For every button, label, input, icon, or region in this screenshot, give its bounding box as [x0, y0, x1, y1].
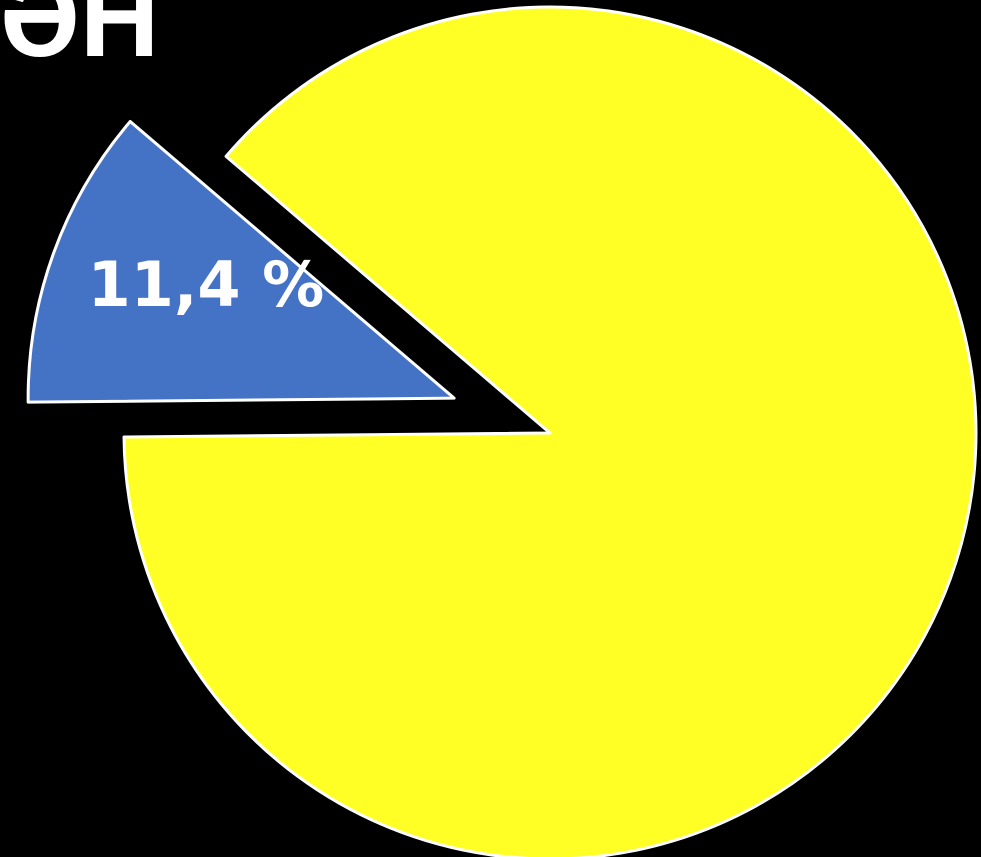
pie-labels: 11,4 %: [88, 248, 325, 321]
pie-slice-1-label: 11,4 %: [88, 248, 325, 321]
chart-title-fragment: ƏH: [0, 0, 160, 80]
pie-slice-1: [26, 119, 456, 404]
pie-slices: [26, 5, 978, 857]
pie-slice-2: [122, 5, 978, 857]
